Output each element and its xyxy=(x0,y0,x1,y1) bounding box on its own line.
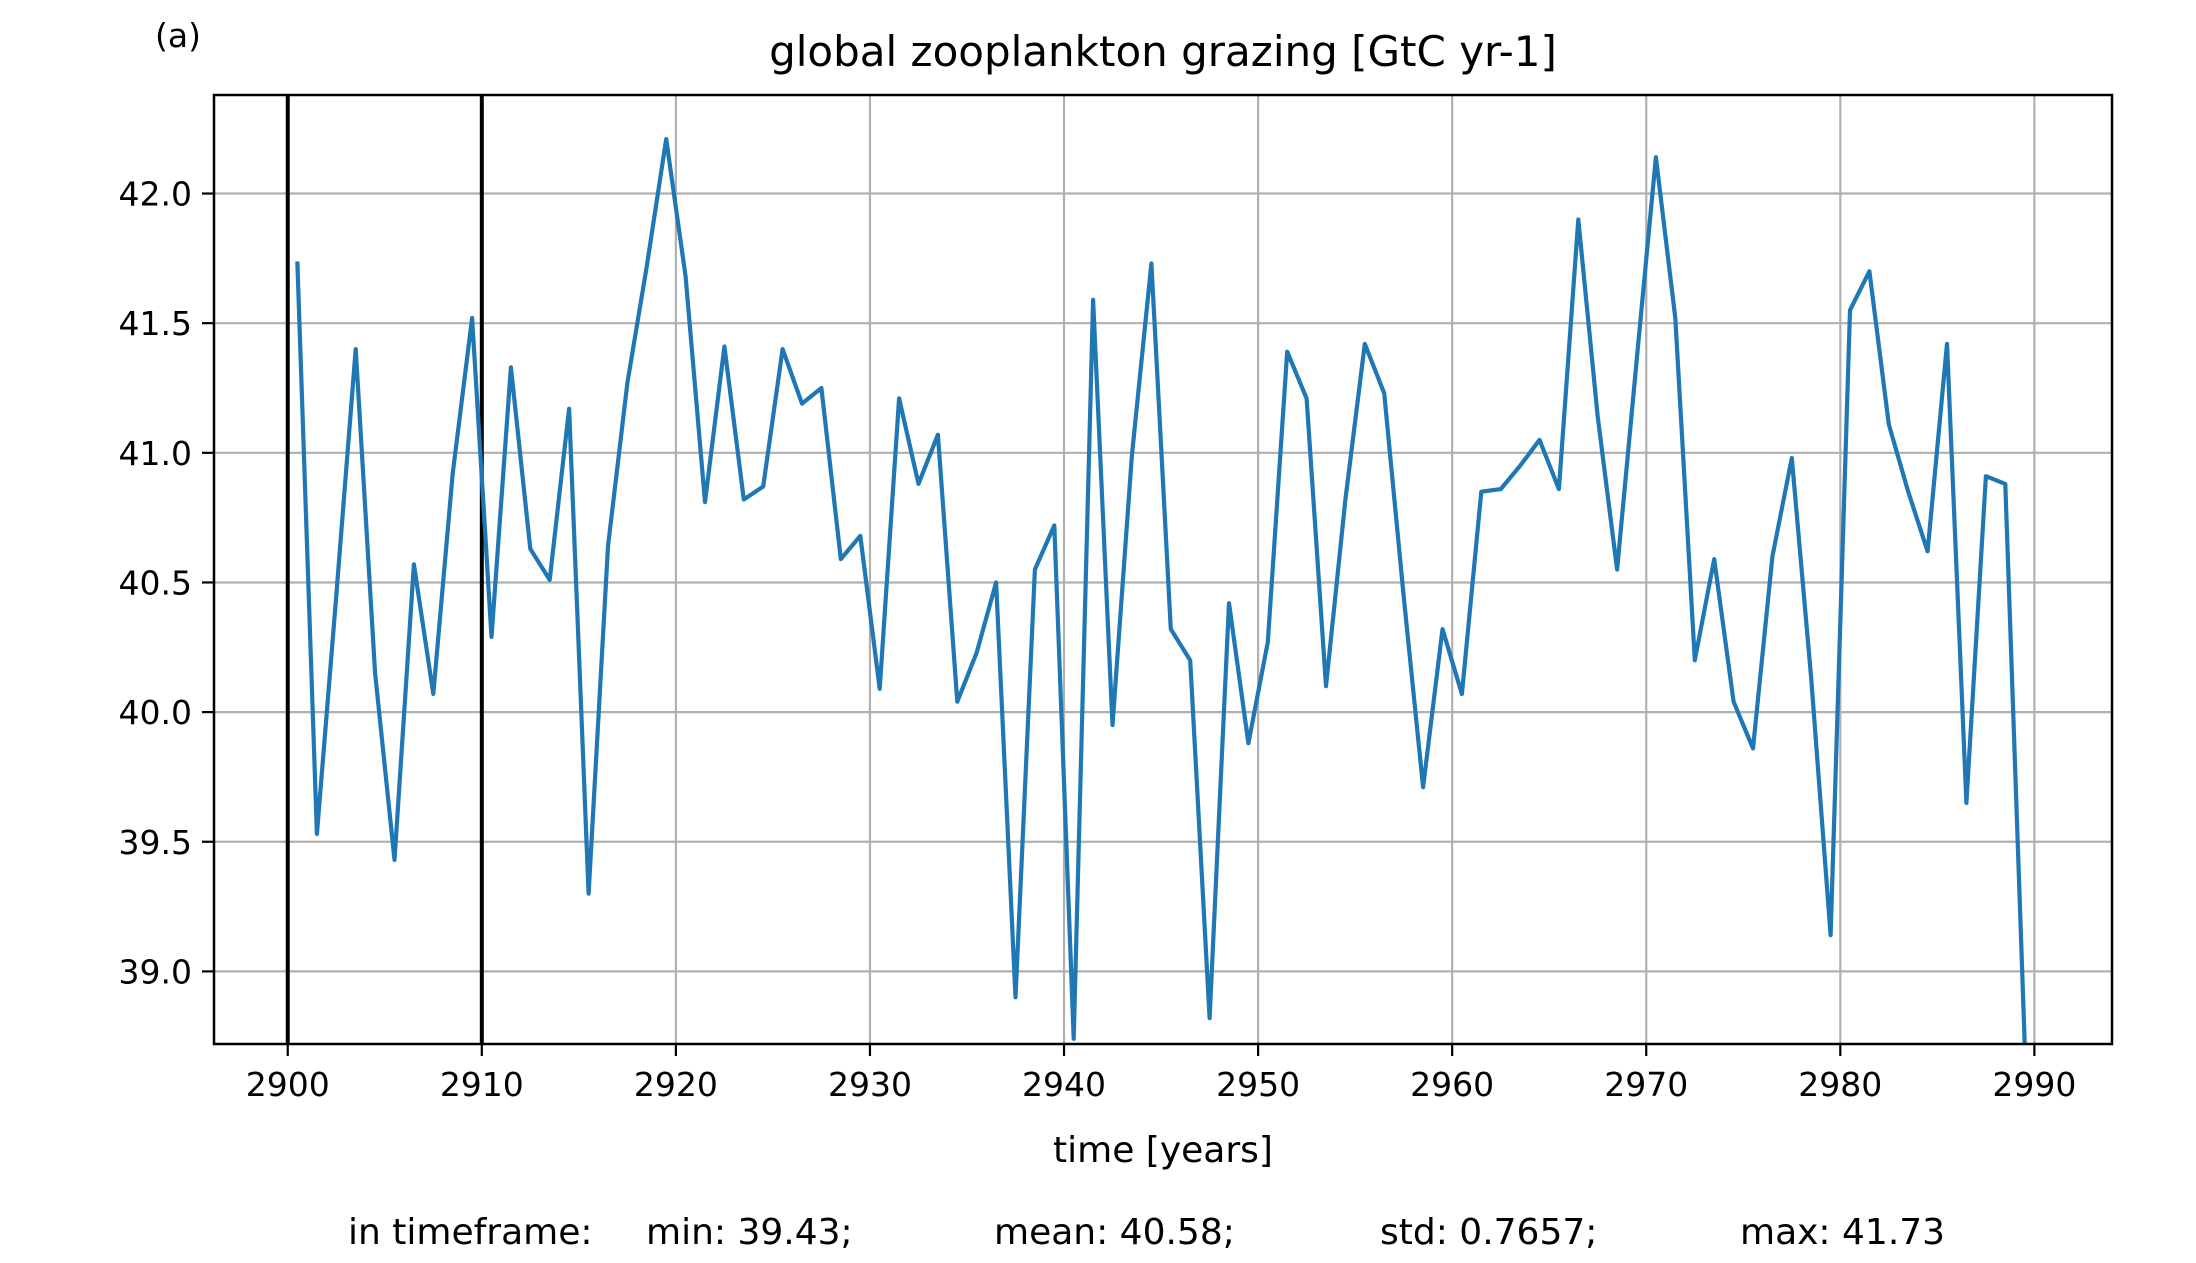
x-tick-label: 2920 xyxy=(634,1065,718,1104)
stats-min: min: 39.43; xyxy=(646,1212,853,1253)
stats-prefix: in timeframe: xyxy=(348,1212,592,1253)
y-axis-ticks: 39.0 39.5 40.0 40.5 41.0 41.5 42.0 xyxy=(119,175,214,991)
stats-std: std: 0.7657; xyxy=(1380,1212,1597,1253)
stats-mean: mean: 40.58; xyxy=(994,1212,1235,1253)
vertical-marker-lines xyxy=(285,95,484,1044)
x-tick-label: 2950 xyxy=(1216,1065,1300,1104)
plot-frame xyxy=(212,93,2114,1046)
y-tick-label: 40.5 xyxy=(119,563,192,602)
stats-footer: in timeframe: min: 39.43; mean: 40.58; s… xyxy=(348,1212,1945,1253)
y-tick-label: 41.5 xyxy=(119,304,192,343)
chart-title: global zooplankton grazing [GtC yr-1] xyxy=(769,27,1557,76)
x-axis-label: time [years] xyxy=(1053,1130,1273,1171)
y-tick-label: 41.0 xyxy=(119,434,192,473)
stats-max: max: 41.73 xyxy=(1740,1212,1945,1253)
x-tick-label: 2910 xyxy=(440,1065,524,1104)
x-tick-label: 2990 xyxy=(1992,1065,2076,1104)
x-tick-label: 2980 xyxy=(1798,1065,1882,1104)
y-tick-label: 40.0 xyxy=(119,693,192,732)
y-tick-label: 42.0 xyxy=(119,175,192,214)
series-line xyxy=(295,137,2027,1044)
x-tick-label: 2960 xyxy=(1410,1065,1494,1104)
x-tick-label: 2970 xyxy=(1604,1065,1688,1104)
series-layer xyxy=(295,137,2027,1044)
x-tick-label: 2900 xyxy=(246,1065,330,1104)
x-axis-ticks: 2900 2910 2920 2930 2940 2950 2960 2970 2980 2990 xyxy=(246,1044,2076,1104)
x-tick-label: 2940 xyxy=(1022,1065,1106,1104)
y-tick-label: 39.0 xyxy=(119,952,192,991)
x-tick-label: 2930 xyxy=(828,1065,912,1104)
y-tick-label: 39.5 xyxy=(119,823,192,862)
panel-label: (a) xyxy=(155,16,201,55)
